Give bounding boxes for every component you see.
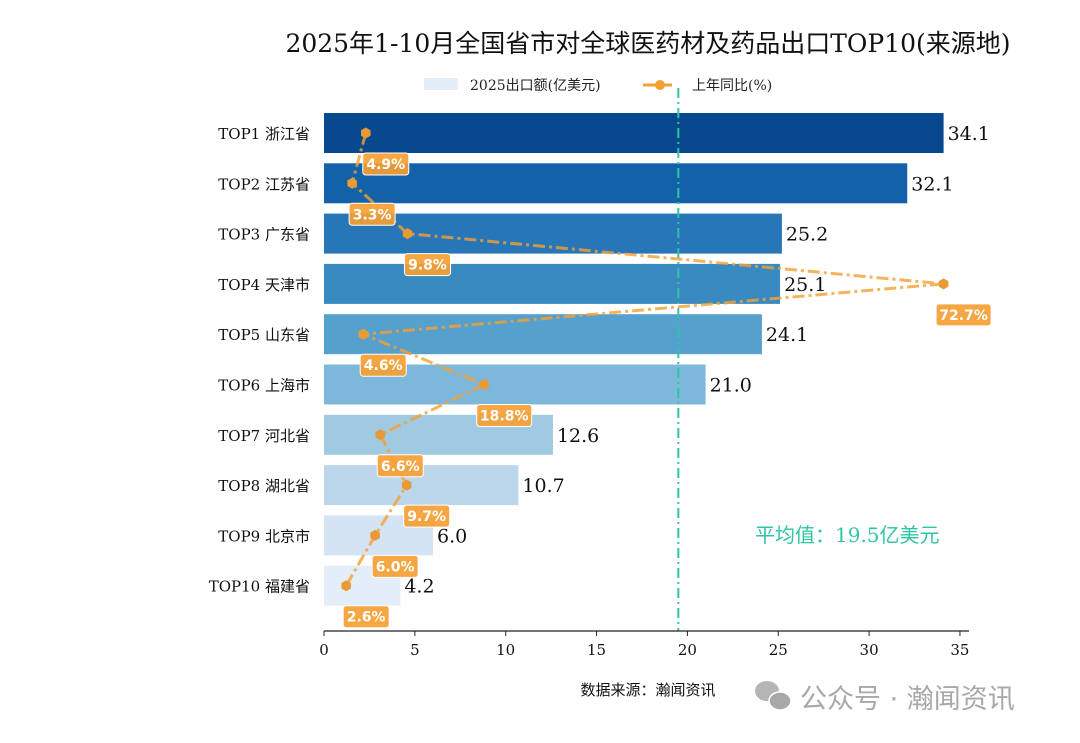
yoy-point [370,529,380,541]
yoy-label: 3.3% [353,207,392,223]
yoy-label: 9.8% [408,258,447,274]
average-label: 平均值：19.5亿美元 [755,523,940,547]
yoy-label: 4.9% [366,157,405,173]
yoy-label-box [476,404,533,427]
x-tick-label: 0 [319,641,329,659]
category-label: TOP7 河北省 [218,427,310,445]
yoy-point [402,228,413,240]
yoy-label: 6.6% [381,459,420,475]
yoy-line [344,132,944,587]
yoy-label: 2.6% [347,610,386,626]
bar [324,213,782,254]
yoy-point [360,127,371,139]
yoy-label: 72.7% [939,308,988,324]
legend: 2025出口额(亿美元) 上年同比(%) [424,78,772,94]
bar-value-label: 25.2 [786,224,828,246]
bar-value-label: 21.0 [710,375,752,397]
yoy-point [479,379,489,390]
yoy-point [401,479,412,491]
yoy-point [938,278,949,290]
x-tick-label: 10 [496,641,515,659]
yoy-label-box [362,152,410,176]
x-tick-label: 35 [950,641,969,659]
yoy-label-box [371,554,419,578]
bar [324,314,762,355]
category-label: TOP1 浙江省 [218,125,310,143]
yoy-label: 18.8% [480,409,529,425]
yoy-label-box [359,353,407,377]
category-label: TOP3 广东省 [218,226,310,244]
x-tick-label: 25 [769,641,788,659]
category-label: TOP4 天津市 [218,276,310,294]
bar-value-label: 34.1 [948,123,990,145]
category-label: TOP9 北京市 [218,527,310,545]
yoy-label-box [348,202,396,226]
category-label: TOP2 江苏省 [218,175,310,193]
bar [324,113,944,153]
yoy-label-box [935,303,992,327]
bar-value-label: 25.1 [784,274,826,296]
x-tick-label: 20 [678,641,697,659]
yoy-label: 4.6% [364,358,403,374]
yoy-point [358,328,368,340]
yoy-point [341,580,351,592]
legend-label-line: 上年同比(%) [692,78,772,94]
yoy-label-box [342,605,390,629]
category-label: TOP8 湖北省 [218,477,310,495]
yoy-label-box [376,454,424,478]
x-tick-label: 15 [587,641,606,659]
bar-value-label: 6.0 [437,525,467,547]
bar [324,163,908,204]
source-note: 数据来源：瀚闻资讯 [580,681,715,699]
category-label: TOP6 上海市 [218,377,310,395]
legend-label-bar: 2025出口额(亿美元) [470,78,601,94]
bar-value-label: 32.1 [911,173,953,195]
x-tick-label: 30 [860,641,879,659]
yoy-label: 9.7% [407,509,446,525]
legend-marker [655,80,665,90]
bar-value-label: 4.2 [404,576,434,598]
bar [324,263,781,304]
category-label: TOP10 福建省 [209,578,310,596]
watermark: 公众号 · 瀚闻资讯 [800,684,1015,715]
yoy-label: 6.0% [376,559,415,575]
category-label: TOP5 山东省 [218,326,310,344]
bar-value-label: 10.7 [522,475,564,497]
bar-value-label: 24.1 [766,324,808,346]
legend-swatch-bar [424,78,458,90]
wechat-icon [755,681,792,711]
x-tick-label: 5 [410,641,420,659]
bar-value-label: 12.6 [557,425,599,447]
chart-title: 2025年1-10月全国省市对全球医药材及药品出口TOP10(来源地) [285,29,1010,58]
yoy-label-box [403,504,451,528]
yoy-point [347,177,357,189]
yoy-point [375,429,386,441]
yoy-label-box [404,253,452,277]
